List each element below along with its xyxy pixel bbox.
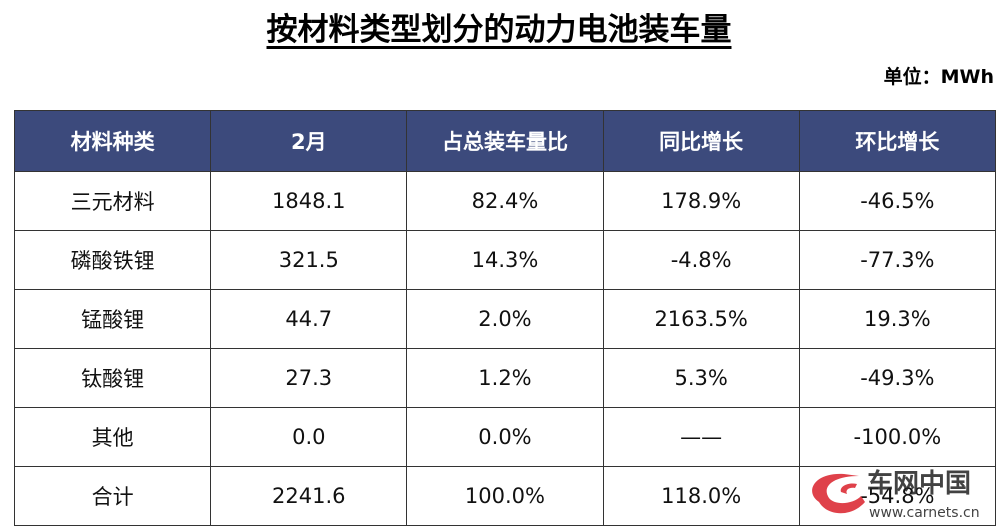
table-cell: -100.0%: [798, 407, 997, 467]
table-cell: -77.3%: [798, 230, 997, 290]
table-cell: 锰酸锂: [13, 289, 212, 349]
table-row: 锰酸锂 44.7 2.0% 2163.5% 19.3%: [13, 289, 997, 349]
table-cell: -4.8%: [602, 230, 800, 290]
table-cell: 118.0%: [602, 466, 800, 526]
table-body: 三元材料 1848.1 82.4% 178.9% -46.5% 磷酸铁锂 321.5 14.3…: [13, 171, 997, 526]
table-cell: 1.2%: [406, 348, 604, 408]
header-cell: 材料种类: [13, 110, 212, 172]
watermark-logo: [812, 473, 865, 514]
table-cell: 321.5: [210, 230, 408, 290]
data-table: 材料种类 2月 占总装车量比 同比增长 环比增长 三元材料 1848.1 82.4% 178.…: [13, 110, 997, 526]
table-cell: 其他: [13, 407, 212, 467]
table-row: 其他 0.0 0.0% —— -100.0%: [13, 407, 997, 467]
table-cell: 27.3: [210, 348, 408, 408]
table-row: 合计 2241.6 100.0% 118.0% -54.8%: [13, 466, 997, 526]
table-cell: 磷酸铁锂: [13, 230, 212, 290]
watermark-brand: 车网中国: [867, 468, 971, 499]
table-cell: 1848.1: [210, 171, 408, 231]
table-cell: -46.5%: [798, 171, 997, 231]
table-row: 三元材料 1848.1 82.4% 178.9% -46.5%: [13, 171, 997, 231]
table-cell: ——: [602, 407, 800, 467]
table-cell: 合计: [13, 466, 212, 526]
table-cell: -49.3%: [798, 348, 997, 408]
header-cell: 2月: [210, 110, 408, 172]
header-cell: 同比增长: [602, 110, 800, 172]
header-cell: 占总装车量比: [406, 110, 604, 172]
title: 按材料类型划分的动力电池装车量: [266, 12, 732, 48]
table-cell: 5.3%: [602, 348, 800, 408]
table-cell: 82.4%: [406, 171, 604, 231]
table-cell: 2241.6: [210, 466, 408, 526]
table-cell: 14.3%: [406, 230, 604, 290]
table-cell: 2163.5%: [602, 289, 800, 349]
table-cell: 0.0%: [406, 407, 604, 467]
unit-label: 单位：MWh: [883, 66, 994, 88]
table-cell: 19.3%: [798, 289, 997, 349]
table-cell: 178.9%: [602, 171, 800, 231]
table-row: 磷酸铁锂 321.5 14.3% -4.8% -77.3%: [13, 230, 997, 290]
watermark-logo: [840, 483, 857, 494]
table-cell: 0.0: [210, 407, 408, 467]
table-cell: 三元材料: [13, 171, 212, 231]
table-row: 钛酸锂 27.3 1.2% 5.3% -49.3%: [13, 348, 997, 408]
table-cell: 2.0%: [406, 289, 604, 349]
watermark: 车网中国 www.carnets.cn: [812, 468, 980, 521]
table-cell: 钛酸锂: [13, 348, 212, 408]
header-cell: 环比增长: [798, 110, 997, 172]
table-cell: 44.7: [210, 289, 408, 349]
table-cell: 100.0%: [406, 466, 604, 526]
watermark-url: www.carnets.cn: [869, 505, 980, 521]
header-row: 材料种类 2月 占总装车量比 同比增长 环比增长: [13, 110, 997, 172]
